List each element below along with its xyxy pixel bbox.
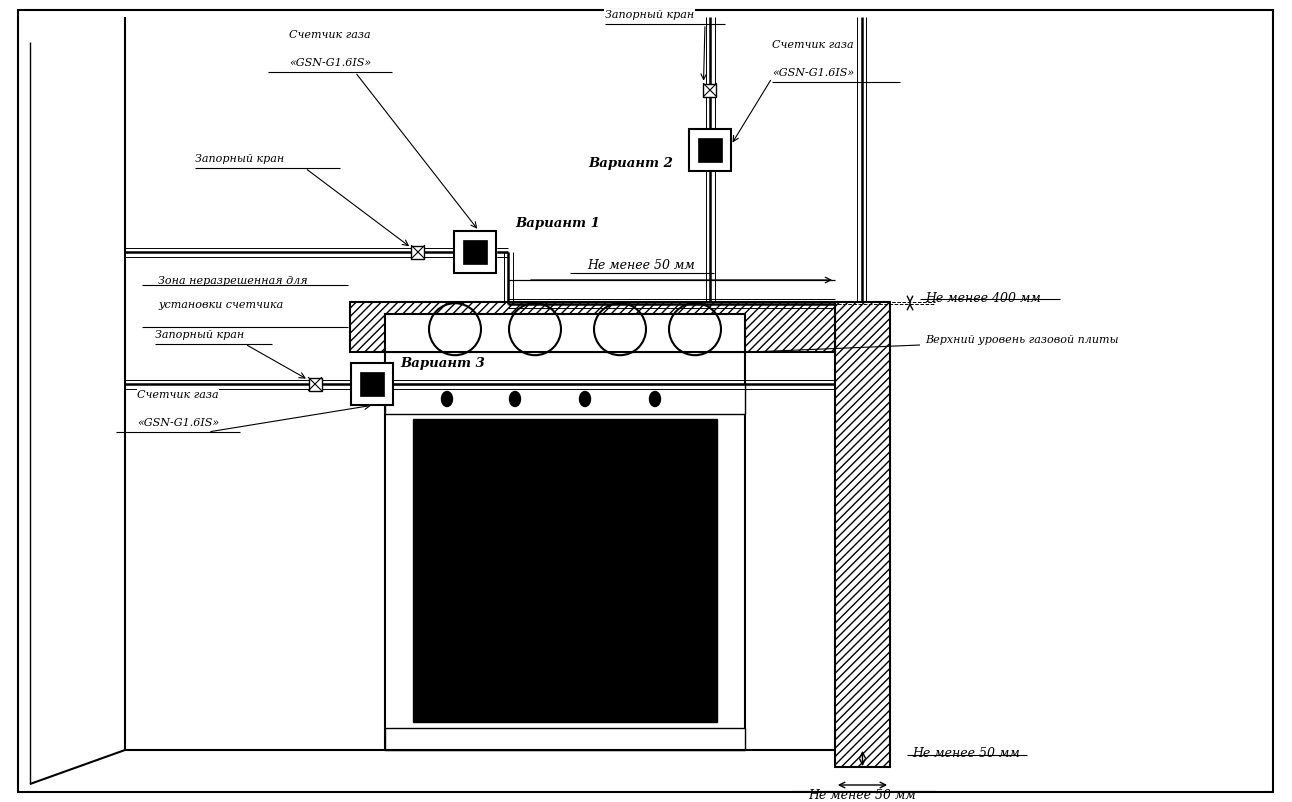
Bar (413, 419, 717, 722)
Text: «GSN-G1.6IS»: «GSN-G1.6IS» (137, 418, 220, 428)
Text: Запорный кран: Запорный кран (195, 154, 284, 164)
Bar (835, 302, 890, 767)
Text: Не менее 50 мм: Не менее 50 мм (912, 747, 1021, 760)
Text: «GSN-G1.6IS»: «GSN-G1.6IS» (289, 58, 371, 68)
Ellipse shape (580, 391, 590, 407)
Text: Не менее 50 мм: Не менее 50 мм (809, 789, 916, 802)
Bar (385, 352, 745, 750)
Bar (453, 231, 496, 273)
Text: Не менее 400 мм: Не менее 400 мм (925, 291, 1041, 305)
Bar (411, 245, 425, 258)
Bar (704, 83, 717, 96)
Ellipse shape (650, 391, 660, 407)
Bar (350, 302, 835, 352)
Text: Вариант 2: Вариант 2 (588, 157, 673, 171)
Ellipse shape (509, 391, 521, 407)
Text: Запорный кран: Запорный кран (155, 330, 244, 340)
Bar (360, 372, 384, 395)
Bar (385, 314, 745, 352)
Text: Верхний уровень газовой плиты: Верхний уровень газовой плиты (925, 335, 1119, 345)
Text: «GSN-G1.6IS»: «GSN-G1.6IS» (773, 68, 854, 78)
Bar (464, 241, 487, 264)
Bar (385, 384, 745, 414)
Bar (309, 378, 322, 391)
Text: Зона неразрешенная для: Зона неразрешенная для (158, 276, 307, 286)
Text: Счетчик газа: Счетчик газа (773, 40, 854, 50)
Bar (385, 728, 745, 750)
Bar (699, 139, 721, 161)
Bar (689, 129, 731, 171)
Ellipse shape (442, 391, 452, 407)
Bar (351, 363, 393, 405)
Text: Счетчик газа: Счетчик газа (289, 30, 371, 40)
Text: Вариант 3: Вариант 3 (401, 358, 484, 371)
Text: установки счетчика: установки счетчика (158, 300, 283, 310)
Text: Не менее 50 мм: Не менее 50 мм (588, 259, 695, 272)
Text: Счетчик газа: Счетчик газа (137, 390, 218, 400)
Text: Запорный кран: Запорный кран (605, 10, 694, 20)
Text: Вариант 1: Вариант 1 (516, 217, 599, 230)
